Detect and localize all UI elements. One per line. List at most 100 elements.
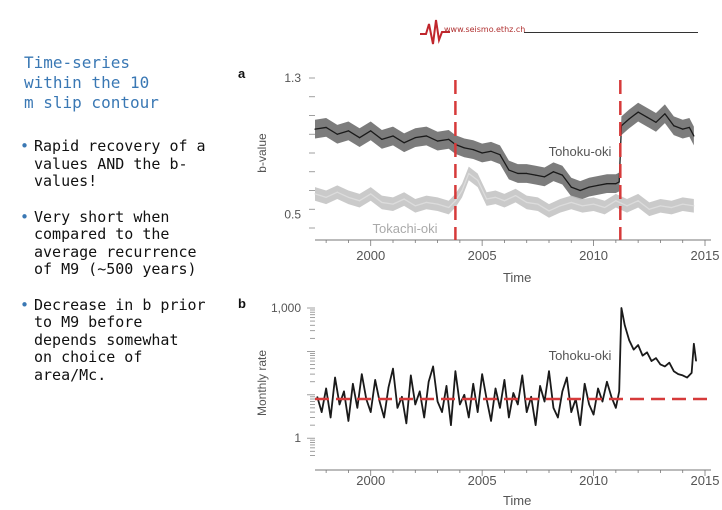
data-point	[673, 125, 675, 127]
slide-title-line: Time-series	[24, 53, 130, 72]
data-point	[566, 376, 568, 379]
data-point	[414, 137, 416, 139]
data-point	[503, 379, 506, 381]
data-point	[615, 183, 617, 185]
bullet-line: depends somewhat	[34, 330, 179, 349]
data-point	[650, 360, 653, 362]
data-point	[428, 381, 430, 383]
data-point	[468, 172, 470, 175]
data-point	[543, 400, 546, 403]
data-point	[677, 373, 679, 375]
seismogram-logo-icon	[420, 19, 450, 45]
data-point	[646, 351, 648, 353]
bullet-item: • Decrease in b prior to M9 before depen…	[20, 295, 232, 385]
x-tick-label: 2010	[579, 473, 608, 488]
data-point	[314, 193, 316, 195]
x-axis-label: Time	[503, 493, 531, 508]
data-point	[588, 403, 590, 406]
data-point	[615, 407, 617, 409]
data-point	[499, 407, 501, 409]
series-label: Tokachi-oki	[372, 221, 437, 236]
data-point	[682, 203, 684, 205]
data-point	[358, 137, 361, 139]
data-point	[626, 205, 628, 207]
data-point	[637, 111, 639, 113]
header-rule	[524, 32, 698, 33]
data-point	[499, 154, 501, 156]
logo-url: www.seismo.ethz.ch	[444, 25, 526, 34]
data-point	[423, 416, 425, 419]
data-point	[548, 210, 550, 212]
data-point	[347, 196, 350, 198]
data-point	[514, 195, 517, 197]
bullet-line: Rapid recovery of a	[34, 137, 206, 155]
data-point	[530, 396, 532, 398]
data-point	[620, 307, 623, 309]
data-point	[628, 118, 630, 120]
data-point	[559, 205, 561, 207]
data-point	[463, 394, 465, 396]
chart-figure: a b-value 0.5 1.3 2000 2005 2010 2015 Time Tohoku…	[238, 66, 719, 508]
data-point	[425, 135, 428, 137]
panel-label: a	[238, 66, 246, 81]
data-point	[463, 147, 465, 149]
data-point	[379, 400, 381, 403]
bullet-item: • Very short when compared to the averag…	[20, 207, 232, 279]
bullet-dot-icon: •	[20, 295, 30, 314]
panel-label: b	[238, 296, 246, 311]
series-label: Tohoku-oki	[549, 144, 612, 159]
data-point	[601, 400, 604, 403]
data-point	[381, 138, 383, 140]
data-point	[490, 150, 492, 152]
logo: www.seismo.ethz.ch	[420, 14, 700, 50]
data-point	[526, 201, 528, 204]
data-point	[436, 203, 439, 205]
data-point	[673, 370, 675, 372]
data-point	[370, 130, 372, 132]
data-point	[637, 200, 639, 202]
data-point	[338, 403, 341, 406]
bullet-line: values AND the b-	[34, 154, 188, 173]
data-point	[633, 349, 635, 351]
data-point	[454, 370, 456, 372]
data-point	[486, 198, 488, 200]
data-point	[606, 183, 608, 185]
data-point	[361, 373, 363, 375]
data-point	[490, 420, 492, 422]
data-point	[381, 201, 383, 204]
data-point	[670, 206, 673, 209]
x-tick-label: 2000	[356, 473, 385, 488]
bullet-dot-icon: •	[20, 137, 30, 155]
data-point	[526, 411, 528, 413]
data-point	[552, 171, 555, 173]
data-point	[403, 142, 405, 144]
x-tick-label: 2010	[579, 248, 608, 263]
data-point	[321, 411, 323, 413]
data-point	[664, 365, 666, 368]
data-point	[347, 420, 350, 422]
bullet-line: Very short when	[34, 207, 170, 226]
x-tick-label: 2005	[468, 248, 497, 263]
data-point	[537, 203, 539, 205]
data-point	[325, 387, 327, 390]
data-point	[410, 374, 412, 376]
data-point	[405, 422, 407, 424]
data-point	[637, 344, 639, 346]
data-point	[668, 362, 670, 364]
data-point	[615, 200, 617, 202]
data-point	[646, 116, 648, 118]
data-point	[387, 386, 390, 388]
data-point	[503, 200, 506, 202]
data-point	[436, 140, 439, 142]
data-point	[695, 360, 697, 362]
data-point	[508, 169, 510, 171]
data-point	[557, 416, 559, 419]
data-point	[325, 126, 327, 129]
bullet-line: of M9 (~500 years)	[34, 260, 197, 278]
data-point	[581, 205, 584, 207]
series-band	[315, 166, 694, 218]
data-point	[450, 424, 452, 426]
data-point	[584, 383, 586, 385]
data-point	[370, 193, 372, 195]
data-point	[414, 403, 416, 406]
